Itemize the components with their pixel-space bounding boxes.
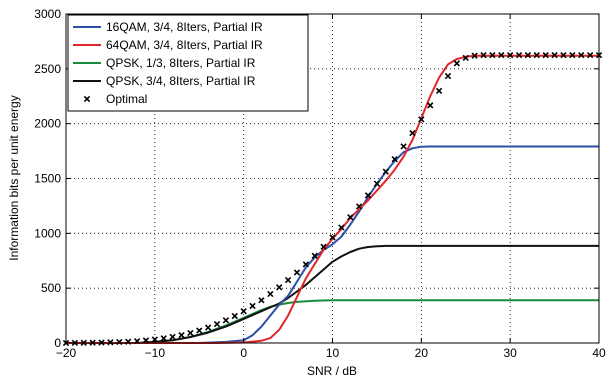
optimal-marker (355, 203, 363, 210)
series-line-1 (66, 145, 599, 344)
optimal-marker (320, 243, 327, 250)
optimal-marker (240, 308, 247, 315)
y-tick-label: 1000 (34, 226, 61, 240)
optimal-marker (409, 129, 416, 137)
optimal-marker (213, 320, 221, 328)
y-tick-label: 500 (41, 281, 61, 295)
y-tick-label: 3000 (34, 7, 61, 21)
grid-lines (66, 14, 599, 343)
optimal-marker (373, 180, 381, 187)
x-tick-label: −10 (145, 346, 166, 360)
optimal-marker (293, 269, 301, 276)
optimal-marker (453, 60, 461, 67)
legend-swatch-marker (83, 95, 91, 103)
x-axis-label: SNR / dB (307, 364, 357, 378)
optimal-marker (311, 252, 318, 259)
optimal-marker (542, 51, 549, 59)
optimal-marker (480, 51, 487, 59)
optimal-marker (578, 51, 585, 59)
optimal-marker (258, 297, 265, 304)
optimal-marker (382, 168, 389, 175)
legend-label: 64QAM, 3/4, 8Iters, Partial IR (106, 38, 263, 52)
optimal-marker (507, 51, 514, 59)
optimal-marker (196, 327, 203, 334)
legend-label: QPSK, 1/3, 8Iters, Partial IR (106, 56, 256, 70)
series-line-2 (66, 54, 599, 344)
optimal-marker (427, 102, 434, 109)
legend-label: 16QAM, 3/4, 8Iters, Partial IR (106, 20, 263, 34)
optimal-marker (418, 116, 425, 123)
optimal-marker (498, 51, 505, 59)
optimal-marker (160, 335, 167, 342)
x-tick-label: 10 (326, 346, 340, 360)
optimal-marker (338, 224, 345, 231)
series-line-4 (66, 244, 599, 344)
legend-box (67, 14, 309, 112)
optimal-marker (515, 51, 523, 59)
optimal-marker (178, 331, 185, 339)
optimal-marker (586, 51, 594, 59)
legend-label: QPSK, 3/4, 8Iters, Partial IR (106, 74, 256, 88)
axis-ticks: −20 −10 0 10 20 30 40 0 500 1000 1500 2000 2500 3000 (34, 7, 606, 360)
y-tick-label: 0 (54, 336, 61, 350)
optimal-marker (524, 51, 532, 59)
x-tick-label: 40 (592, 346, 606, 360)
optimal-marker (204, 324, 212, 331)
optimal-marker (249, 302, 256, 310)
optimal-marker (169, 333, 176, 341)
optimal-marker (276, 284, 283, 291)
optimal-marker (267, 290, 274, 298)
optimal-marker (444, 72, 452, 80)
x-tick-label: 30 (503, 346, 517, 360)
optimal-marker (533, 51, 540, 59)
optimal-marker (364, 192, 372, 199)
optimal-marker (116, 338, 123, 346)
legend-label: Optimal (106, 92, 147, 106)
optimal-marker (222, 317, 230, 324)
optimal-marker (231, 312, 238, 320)
series-layer (66, 54, 599, 344)
optimal-marker (462, 54, 469, 62)
y-tick-label: 2500 (34, 62, 61, 76)
optimal-marker (489, 51, 496, 59)
optimal-marker (471, 52, 478, 59)
optimal-marker (391, 156, 398, 163)
x-tick-label: 20 (415, 346, 429, 360)
optimal-marker (329, 234, 336, 241)
x-tick-label: 0 (240, 346, 247, 360)
y-axis-label: Information bits per unit energy (7, 95, 21, 260)
optimal-marker (142, 337, 150, 344)
y-tick-label: 1500 (34, 172, 61, 186)
optimal-marker (569, 51, 576, 59)
optimal-marker (347, 214, 354, 221)
optimal-marker (560, 51, 567, 59)
optimal-marker (284, 276, 292, 284)
optimal-marker (187, 329, 194, 337)
optimal-marker (400, 143, 407, 150)
optimal-marker (551, 51, 558, 59)
y-tick-label: 2000 (34, 117, 61, 131)
x-tick-label: −20 (56, 346, 77, 360)
optimal-marker (435, 87, 443, 95)
optimal-marker (302, 261, 310, 268)
legend: 16QAM, 3/4, 8Iters, Partial IR 64QAM, 3/4… (67, 14, 309, 112)
optimal-marker (107, 339, 114, 346)
